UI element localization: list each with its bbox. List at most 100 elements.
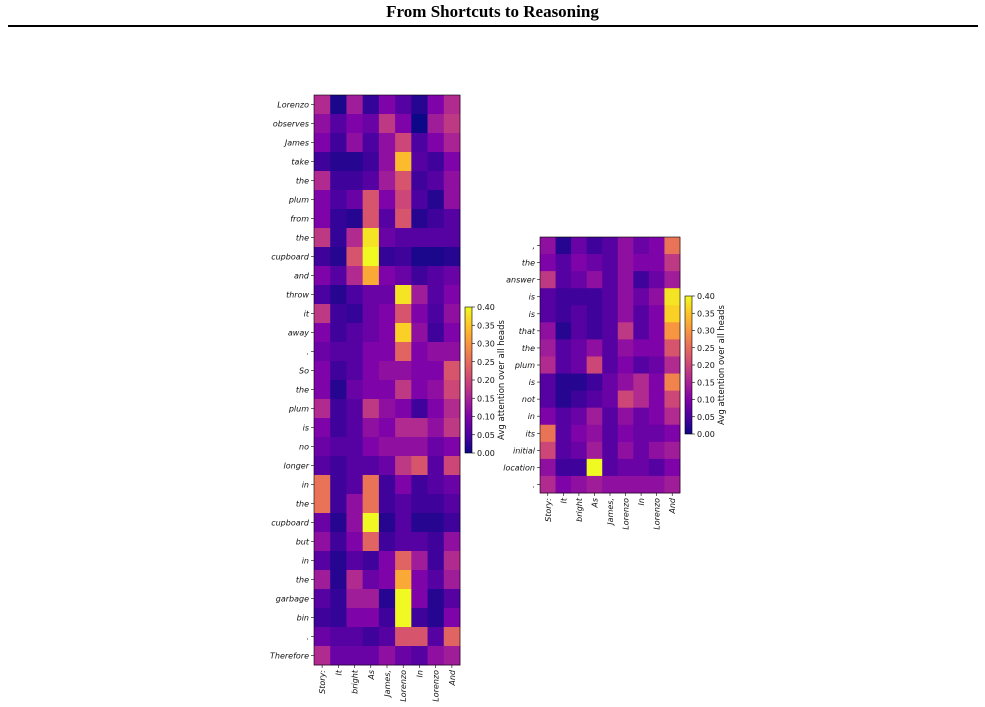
heatmap-cell bbox=[427, 627, 445, 647]
heatmap-cell bbox=[555, 424, 572, 443]
column-label: As bbox=[590, 498, 599, 509]
heatmap-cell bbox=[586, 390, 603, 409]
heatmap-cell bbox=[664, 237, 681, 255]
heatmap-cell bbox=[427, 114, 445, 134]
heatmap-cell bbox=[395, 228, 412, 248]
heatmap-cell bbox=[411, 247, 428, 267]
heatmap-cell bbox=[411, 513, 428, 533]
heatmap-cell bbox=[664, 305, 681, 323]
heatmap-cell bbox=[648, 237, 665, 255]
heatmap-cell bbox=[395, 456, 412, 476]
heatmap-cell bbox=[346, 133, 364, 153]
row-label: the bbox=[522, 344, 535, 353]
page-title: From Shortcuts to Reasoning bbox=[386, 2, 599, 21]
heatmap-cell bbox=[617, 254, 634, 272]
heatmap-cell bbox=[346, 418, 364, 438]
colorbar-tick-label: 0.15 bbox=[697, 378, 715, 387]
column-label: Story: bbox=[544, 498, 553, 522]
heatmap-cell bbox=[411, 114, 428, 134]
heatmap-cell bbox=[427, 342, 445, 362]
heatmap-cell bbox=[427, 437, 445, 457]
heatmap-cell bbox=[443, 323, 461, 343]
heatmap-cell bbox=[378, 418, 396, 438]
heatmap-cell bbox=[314, 95, 331, 115]
heatmap-cell bbox=[346, 513, 364, 533]
heatmap-cell bbox=[664, 390, 681, 409]
heatmap-cell bbox=[586, 305, 603, 323]
heatmap-cell bbox=[664, 339, 681, 357]
heatmap-cell bbox=[571, 356, 588, 374]
heatmap-cell bbox=[427, 380, 445, 400]
row-label: garbage bbox=[276, 595, 309, 604]
heatmap-cell bbox=[395, 418, 412, 438]
heatmap-cell bbox=[395, 513, 412, 533]
heatmap-cell bbox=[443, 342, 461, 362]
colorbar-tick-label: 0.00 bbox=[477, 449, 495, 458]
heatmap-cell bbox=[427, 589, 445, 609]
heatmap-cell bbox=[555, 407, 572, 426]
heatmap-cell bbox=[443, 380, 461, 400]
heatmap-cell bbox=[443, 209, 461, 229]
heatmap-cell bbox=[555, 356, 572, 374]
heatmap-cell bbox=[362, 494, 380, 514]
heatmap-cell bbox=[571, 254, 588, 272]
heatmap-cell bbox=[378, 342, 396, 362]
heatmap-cell bbox=[540, 254, 556, 272]
heatmap-cell bbox=[362, 95, 380, 115]
heatmap-cell bbox=[314, 266, 331, 286]
row-label: answer bbox=[506, 276, 536, 285]
heatmap-cell bbox=[314, 152, 331, 172]
heatmap-cell bbox=[362, 475, 380, 495]
heatmap-cell bbox=[362, 285, 380, 305]
heatmap-cell bbox=[362, 228, 380, 248]
heatmap-cell bbox=[395, 114, 412, 134]
attention-heatmap-story: Lorenzo observes James take the plum from the cu… bbox=[270, 94, 507, 702]
heatmap-cell bbox=[346, 532, 364, 552]
column-label: Lorenzo bbox=[622, 498, 631, 530]
heatmap-cell bbox=[330, 380, 347, 400]
heatmap-cell bbox=[362, 171, 380, 191]
column-label: bright bbox=[575, 497, 584, 522]
heatmap-cell bbox=[378, 323, 396, 343]
heatmap-cell bbox=[330, 361, 347, 381]
heatmap-cell bbox=[648, 254, 665, 272]
row-label: cupboard bbox=[271, 519, 310, 528]
heatmap-cell bbox=[540, 271, 556, 289]
heatmap-cell bbox=[443, 152, 461, 172]
heatmap-cell bbox=[411, 570, 428, 590]
attention-heatmap-answer: , the answer is is that the plum is not in its initi… bbox=[503, 236, 727, 530]
heatmap-cell bbox=[395, 646, 412, 666]
heatmap-cell bbox=[362, 551, 380, 571]
heatmap-cell bbox=[314, 285, 331, 305]
colorbar-tick-label: 0.20 bbox=[477, 376, 495, 385]
row-label: So bbox=[299, 367, 309, 376]
colorbar-tick-label: 0.40 bbox=[477, 303, 495, 312]
heatmap-cell bbox=[540, 424, 556, 443]
heatmap-cell bbox=[395, 494, 412, 514]
heatmap-cell bbox=[330, 342, 347, 362]
heatmap-cell bbox=[586, 458, 603, 477]
heatmap-cell bbox=[617, 288, 634, 306]
column-label: Lorenzo bbox=[432, 670, 441, 702]
heatmap-cell bbox=[617, 271, 634, 289]
heatmap-cell bbox=[443, 513, 461, 533]
heatmap-cell bbox=[362, 418, 380, 438]
heatmap-cell bbox=[314, 589, 331, 609]
heatmap-cell bbox=[411, 589, 428, 609]
heatmap-cell bbox=[540, 441, 556, 460]
heatmap-cell bbox=[443, 532, 461, 552]
heatmap-cell bbox=[346, 570, 364, 590]
heatmap-cell bbox=[314, 475, 331, 495]
heatmap-cell bbox=[602, 305, 619, 323]
heatmap-cell bbox=[346, 646, 364, 666]
row-label: longer bbox=[284, 462, 310, 471]
heatmap-cell bbox=[314, 171, 331, 191]
heatmap-cell bbox=[346, 228, 364, 248]
heatmap-cell bbox=[362, 380, 380, 400]
heatmap-cell bbox=[411, 95, 428, 115]
heatmap-cell bbox=[378, 399, 396, 419]
colorbar-tick-label: 0.40 bbox=[697, 292, 715, 301]
heatmap-cell bbox=[411, 608, 428, 628]
heatmap-cell bbox=[378, 152, 396, 172]
row-label: away bbox=[288, 329, 309, 338]
